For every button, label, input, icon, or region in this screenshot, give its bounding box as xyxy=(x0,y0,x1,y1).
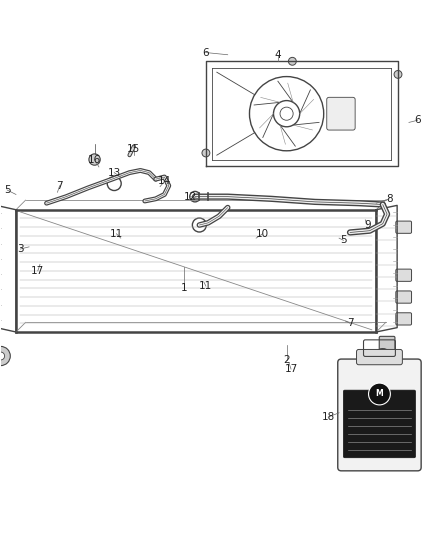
Text: 16: 16 xyxy=(88,155,101,165)
Text: M: M xyxy=(375,390,383,399)
Text: 6: 6 xyxy=(203,47,209,58)
Text: 11: 11 xyxy=(110,229,123,239)
Text: 7: 7 xyxy=(57,181,63,191)
Text: 1: 1 xyxy=(181,284,187,293)
FancyBboxPatch shape xyxy=(396,221,412,233)
Text: 11: 11 xyxy=(199,281,212,291)
Circle shape xyxy=(0,352,5,360)
FancyBboxPatch shape xyxy=(338,359,421,471)
Circle shape xyxy=(89,154,100,165)
Text: 17: 17 xyxy=(284,364,298,374)
Text: 7: 7 xyxy=(346,318,353,328)
FancyBboxPatch shape xyxy=(396,291,412,303)
Text: 5: 5 xyxy=(340,235,347,245)
Circle shape xyxy=(368,383,390,405)
Text: 13: 13 xyxy=(108,168,121,177)
Text: 9: 9 xyxy=(364,220,371,230)
FancyBboxPatch shape xyxy=(343,390,416,458)
Text: 17: 17 xyxy=(31,266,44,276)
Circle shape xyxy=(288,58,296,65)
FancyBboxPatch shape xyxy=(327,98,355,130)
Circle shape xyxy=(394,70,402,78)
Text: 3: 3 xyxy=(17,244,24,254)
FancyBboxPatch shape xyxy=(396,313,412,325)
Circle shape xyxy=(0,346,11,366)
Text: 6: 6 xyxy=(414,115,421,125)
Text: 14: 14 xyxy=(158,176,171,187)
Text: 10: 10 xyxy=(256,229,269,239)
FancyBboxPatch shape xyxy=(357,350,403,365)
Text: 12: 12 xyxy=(184,192,197,201)
Text: 15: 15 xyxy=(127,143,141,154)
Circle shape xyxy=(379,354,387,362)
FancyBboxPatch shape xyxy=(396,269,412,281)
Circle shape xyxy=(202,149,210,157)
Text: 18: 18 xyxy=(321,412,335,422)
Circle shape xyxy=(373,349,392,368)
Text: 2: 2 xyxy=(283,356,290,365)
Text: 8: 8 xyxy=(386,194,392,204)
Text: 5: 5 xyxy=(4,185,11,195)
FancyBboxPatch shape xyxy=(379,336,395,352)
Text: 4: 4 xyxy=(275,50,281,60)
